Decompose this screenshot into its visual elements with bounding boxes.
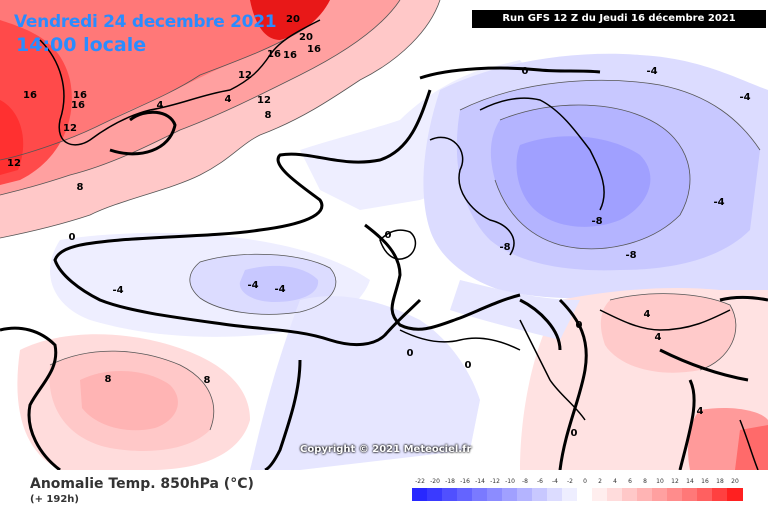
legend-swatch — [457, 488, 473, 501]
svg-text:16: 16 — [73, 90, 87, 101]
svg-text:16: 16 — [267, 49, 281, 60]
legend-swatch — [472, 488, 488, 501]
svg-text:8: 8 — [77, 182, 84, 193]
legend-label: 10 — [656, 478, 664, 485]
svg-text:-4: -4 — [274, 284, 285, 295]
svg-text:8: 8 — [265, 110, 272, 121]
legend-label: 4 — [613, 478, 617, 485]
svg-text:0: 0 — [576, 320, 583, 331]
forecast-date: Vendredi 24 decembre 2021 — [14, 12, 277, 32]
legend-label: -6 — [537, 478, 543, 485]
copyright-text: Copyright © 2021 Meteociel.fr — [300, 444, 472, 455]
svg-text:8: 8 — [204, 375, 211, 386]
svg-text:16: 16 — [307, 44, 321, 55]
legend-label: 20 — [731, 478, 739, 485]
legend-label: 2 — [598, 478, 602, 485]
svg-text:-8: -8 — [591, 216, 602, 227]
svg-text:12: 12 — [238, 70, 252, 81]
svg-text:4: 4 — [225, 94, 232, 105]
legend-swatch — [682, 488, 698, 501]
svg-text:0: 0 — [465, 360, 472, 371]
legend-label: 16 — [701, 478, 709, 485]
svg-text:12: 12 — [63, 123, 77, 134]
map-title: Anomalie Temp. 850hPa (°C) — [30, 476, 254, 492]
legend-label: -16 — [460, 478, 470, 485]
legend-label: -22 — [415, 478, 425, 485]
svg-text:0: 0 — [385, 230, 392, 241]
legend-label: -18 — [445, 478, 455, 485]
svg-text:12: 12 — [7, 158, 21, 169]
svg-text:0: 0 — [522, 66, 529, 77]
legend-swatch — [547, 488, 563, 501]
legend-swatch — [487, 488, 503, 501]
svg-text:0: 0 — [571, 428, 578, 439]
legend-swatch — [532, 488, 548, 501]
svg-text:-4: -4 — [739, 92, 750, 103]
legend-swatch — [712, 488, 728, 501]
svg-text:12: 12 — [257, 95, 271, 106]
legend-label: -12 — [490, 478, 500, 485]
legend-swatch — [622, 488, 638, 501]
legend-swatch — [562, 488, 578, 501]
svg-text:4: 4 — [644, 309, 651, 320]
forecast-hour: (+ 192h) — [30, 494, 79, 505]
legend-label: 0 — [583, 478, 587, 485]
legend-swatch — [667, 488, 683, 501]
legend-swatch — [517, 488, 533, 501]
legend-swatch — [592, 488, 608, 501]
forecast-time: 14:00 locale — [16, 34, 147, 56]
legend-label: -8 — [522, 478, 528, 485]
svg-text:-4: -4 — [112, 285, 123, 296]
svg-text:4: 4 — [157, 100, 164, 111]
legend-swatch — [427, 488, 443, 501]
legend-label: -4 — [552, 478, 558, 485]
svg-text:-4: -4 — [247, 280, 258, 291]
legend-swatch — [727, 488, 743, 501]
svg-text:-8: -8 — [625, 250, 636, 261]
legend-label: -14 — [475, 478, 485, 485]
legend-swatch — [412, 488, 428, 501]
svg-text:20: 20 — [286, 14, 300, 25]
legend-swatch — [607, 488, 623, 501]
legend-swatch — [442, 488, 458, 501]
legend-label: 6 — [628, 478, 632, 485]
legend-swatch — [652, 488, 668, 501]
legend-swatch — [697, 488, 713, 501]
legend-swatch — [637, 488, 653, 501]
svg-text:-4: -4 — [646, 66, 657, 77]
legend-label: 8 — [643, 478, 647, 485]
legend-label: -2 — [567, 478, 573, 485]
svg-text:16: 16 — [23, 90, 37, 101]
temperature-anomaly-map: 20 20 16 16 16 16 16 16 12 12 12 12 8 8 … — [0, 0, 768, 470]
svg-text:8: 8 — [105, 374, 112, 385]
legend-label: -10 — [505, 478, 515, 485]
svg-text:4: 4 — [655, 332, 662, 343]
run-banner: Run GFS 12 Z du Jeudi 16 décembre 2021 — [472, 10, 766, 28]
legend-label: 14 — [686, 478, 694, 485]
legend-swatch — [577, 488, 593, 501]
svg-text:16: 16 — [71, 100, 85, 111]
svg-text:4: 4 — [697, 406, 704, 417]
legend-label: -20 — [430, 478, 440, 485]
svg-text:-8: -8 — [499, 242, 510, 253]
legend-label: 18 — [716, 478, 724, 485]
svg-text:-4: -4 — [713, 197, 724, 208]
legend-swatch — [502, 488, 518, 501]
legend-label: 12 — [671, 478, 679, 485]
svg-text:16: 16 — [283, 50, 297, 61]
svg-text:20: 20 — [299, 32, 313, 43]
svg-text:0: 0 — [69, 232, 76, 243]
svg-text:0: 0 — [407, 348, 414, 359]
